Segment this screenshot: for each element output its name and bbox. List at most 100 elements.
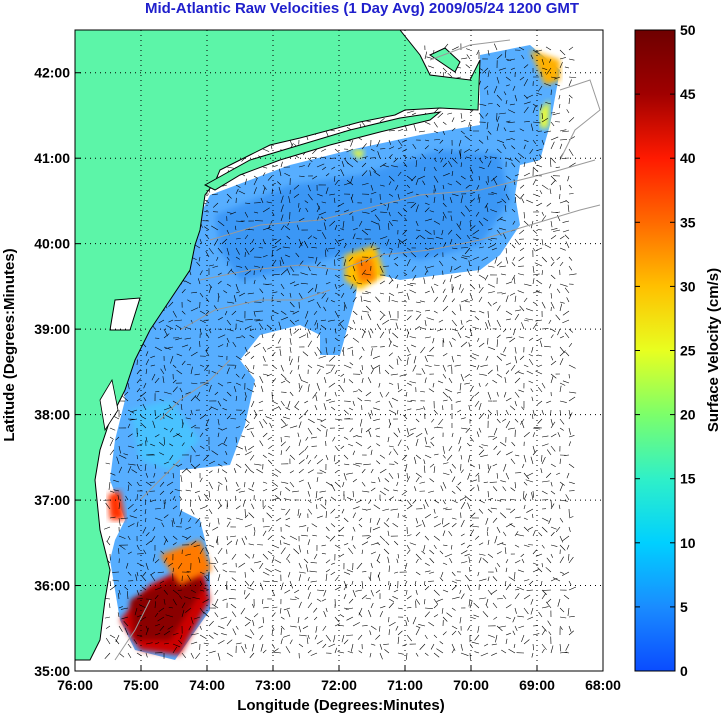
velocity-vector bbox=[250, 629, 255, 636]
velocity-vector bbox=[343, 364, 352, 369]
velocity-vector bbox=[322, 166, 327, 171]
velocity-vector bbox=[562, 220, 570, 223]
velocity-vector bbox=[198, 495, 201, 501]
velocity-vector bbox=[271, 310, 279, 315]
velocity-vector bbox=[286, 268, 291, 276]
velocity-vector bbox=[437, 112, 444, 119]
velocity-vector bbox=[496, 261, 503, 267]
velocity-vector bbox=[544, 83, 552, 87]
velocity-vector bbox=[433, 589, 440, 596]
velocity-vector bbox=[340, 445, 345, 450]
velocity-vector bbox=[361, 269, 366, 276]
velocity-vector bbox=[307, 340, 312, 348]
velocity-vector bbox=[568, 625, 572, 632]
velocity-vector bbox=[395, 274, 399, 280]
velocity-vector bbox=[127, 484, 130, 492]
velocity-vector bbox=[499, 441, 507, 447]
velocity-vector bbox=[154, 601, 156, 609]
velocity-vector bbox=[429, 549, 435, 555]
velocity-vector bbox=[157, 571, 165, 574]
velocity-vector bbox=[523, 319, 529, 322]
velocity-vector bbox=[379, 236, 388, 240]
velocity-vector bbox=[424, 427, 428, 435]
velocity-vector bbox=[492, 576, 498, 582]
x-tick-label: 73:00 bbox=[255, 677, 291, 693]
velocity-vector bbox=[316, 477, 319, 483]
velocity-vector bbox=[121, 616, 129, 620]
velocity-vector bbox=[235, 373, 240, 378]
velocity-vector bbox=[559, 571, 564, 574]
velocity-vector bbox=[240, 607, 246, 615]
velocity-vector bbox=[466, 48, 471, 51]
velocity-vector bbox=[214, 391, 219, 396]
velocity-vector bbox=[244, 228, 250, 231]
velocity-vector bbox=[230, 535, 237, 538]
velocity-vector bbox=[496, 319, 501, 328]
velocity-vector bbox=[492, 177, 498, 186]
velocity-vector bbox=[459, 382, 462, 391]
velocity-vector bbox=[185, 468, 192, 474]
velocity-vector bbox=[448, 445, 453, 452]
velocity-vector bbox=[359, 418, 363, 427]
velocity-vector bbox=[252, 553, 255, 559]
velocity-vector bbox=[334, 238, 340, 245]
velocity-vector bbox=[190, 481, 193, 488]
velocity-vector bbox=[559, 247, 566, 251]
velocity-vector bbox=[340, 228, 345, 231]
velocity-vector bbox=[415, 235, 420, 240]
velocity-vector bbox=[433, 499, 440, 504]
velocity-vector bbox=[554, 76, 561, 80]
velocity-vector bbox=[283, 498, 291, 501]
velocity-vector bbox=[557, 598, 561, 607]
velocity-vector bbox=[169, 427, 174, 433]
velocity-vector bbox=[150, 535, 156, 542]
velocity-vector bbox=[244, 265, 248, 271]
velocity-vector bbox=[516, 534, 525, 537]
velocity-vector bbox=[226, 342, 228, 348]
velocity-vector bbox=[562, 310, 570, 316]
velocity-vector bbox=[208, 620, 214, 627]
velocity-vector bbox=[388, 382, 394, 385]
velocity-vector bbox=[559, 200, 567, 204]
velocity-vector bbox=[478, 310, 485, 314]
velocity-vector bbox=[487, 238, 493, 241]
velocity-vector bbox=[279, 168, 282, 177]
velocity-vector bbox=[421, 519, 426, 528]
velocity-vector bbox=[482, 67, 489, 74]
velocity-vector bbox=[356, 562, 363, 570]
velocity-vector bbox=[217, 538, 219, 546]
velocity-vector bbox=[360, 295, 363, 303]
velocity-vector bbox=[159, 625, 165, 632]
velocity-vector bbox=[316, 598, 322, 602]
velocity-vector bbox=[406, 634, 413, 642]
velocity-vector bbox=[508, 576, 516, 582]
velocity-vector bbox=[154, 377, 160, 384]
velocity-vector bbox=[397, 291, 404, 294]
velocity-vector bbox=[141, 575, 147, 582]
velocity-vector bbox=[358, 612, 363, 618]
velocity-vector bbox=[386, 238, 390, 246]
velocity-vector bbox=[499, 218, 507, 222]
velocity-vector bbox=[460, 211, 465, 217]
velocity-vector bbox=[285, 445, 291, 452]
velocity-vector bbox=[487, 244, 496, 249]
velocity-vector bbox=[532, 427, 541, 430]
velocity-vector bbox=[503, 127, 507, 132]
velocity-vector bbox=[467, 472, 471, 480]
velocity-vector bbox=[487, 283, 495, 288]
velocity-vector bbox=[388, 622, 396, 627]
velocity-vector bbox=[442, 67, 448, 73]
velocity-vector bbox=[518, 625, 525, 629]
velocity-vector bbox=[466, 544, 471, 549]
velocity-vector bbox=[541, 593, 546, 600]
velocity-vector bbox=[451, 127, 456, 132]
velocity-vector bbox=[238, 190, 246, 195]
velocity-vector bbox=[478, 286, 484, 294]
velocity-vector bbox=[534, 262, 543, 267]
velocity-vector bbox=[397, 171, 402, 177]
velocity-vector bbox=[351, 193, 354, 199]
velocity-vector bbox=[172, 598, 177, 606]
velocity-vector bbox=[330, 300, 336, 303]
velocity-vector bbox=[181, 602, 186, 609]
velocity-vector bbox=[478, 373, 487, 376]
